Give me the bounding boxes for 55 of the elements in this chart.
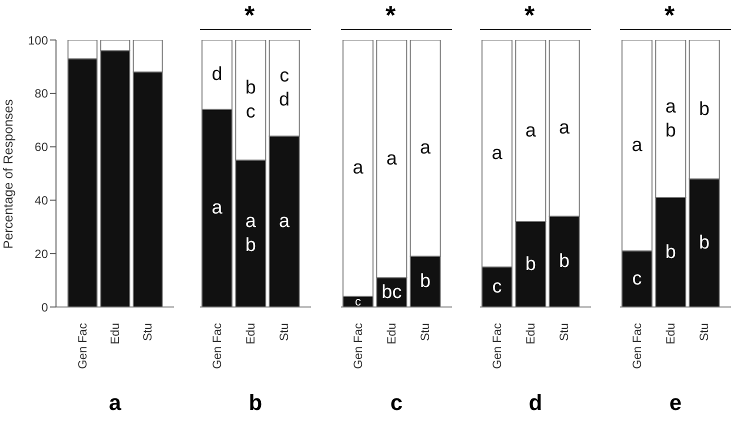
x-tick-label: Gen Fac [630,323,644,370]
data-label: a b [245,211,256,256]
data-label: b [559,251,570,272]
data-label: a [492,142,503,164]
y-tick-label: 20 [34,246,48,261]
data-label: b [525,254,536,275]
data-label: b [699,98,710,120]
text: d [528,390,544,416]
data-label: d [212,64,222,86]
x-tick-label: Stu [140,323,155,342]
x-tick-label: Edu [664,323,678,344]
data-label: b c [245,78,256,123]
text: a [108,390,122,416]
data-label: a [352,158,364,179]
x-tick-label: Edu [524,323,538,344]
text: c [389,390,404,416]
text: * [384,0,397,31]
data-label: a [420,138,432,159]
data-label: a [279,211,290,232]
x-tick-label: Edu [108,323,122,344]
x-tick-label: Gen Fac [490,323,504,370]
data-label: a b [665,96,676,142]
data-label: c [492,276,502,298]
text: * [243,0,256,31]
x-tick-label: Stu [697,323,712,342]
data-label: b [665,242,676,263]
data-label: bc [382,282,402,303]
data-label: c d [279,66,290,111]
text: b [248,390,264,416]
data-label: a [559,118,570,139]
y-tick-label: 60 [34,140,48,154]
x-tick-label: Edu [244,323,258,344]
data-label: a [386,148,398,170]
x-tick-label: Gen Fac [210,323,224,370]
data-label: c [632,268,642,290]
y-tick-label: 80 [34,86,48,101]
y-axis-title: Percentage of Responses [0,98,16,250]
data-label: b [699,232,710,254]
data-label: a [212,198,223,219]
x-tick-label: Stu [557,323,572,342]
data-label: a [632,134,643,156]
x-tick-label: Gen Fac [350,323,365,370]
text: * [663,0,676,31]
text: * [523,0,536,31]
x-tick-label: Edu [384,323,398,344]
y-tick-label: 40 [34,193,48,208]
x-tick-label: Stu [418,323,432,342]
y-tick-label: 100 [28,33,48,48]
data-label: a [525,120,536,142]
x-tick-label: Stu [277,323,292,342]
x-tick-label: Gen Fac [75,323,90,370]
data-label: c [355,294,361,309]
data-label: b [420,271,431,292]
y-tick-label: 0 [41,300,48,314]
text: e [668,390,683,416]
